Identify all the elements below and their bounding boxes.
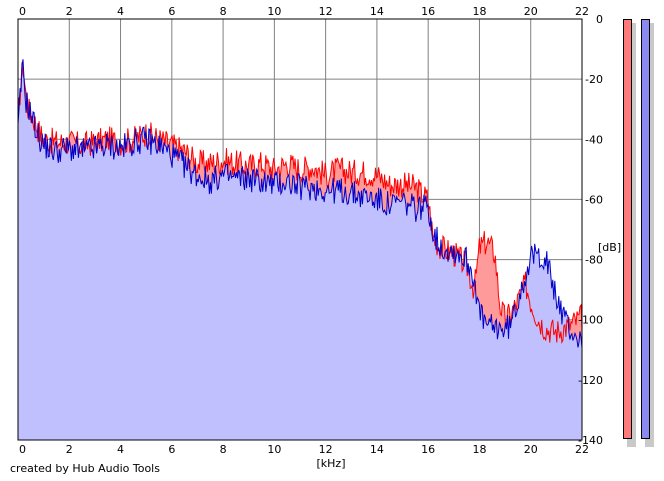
y-tick-label: -80 — [585, 254, 603, 267]
y-tick-label: -100 — [578, 314, 603, 327]
left-level-meter — [623, 19, 632, 439]
credit-text: created by Hub Audio Tools — [10, 462, 160, 475]
x-tick-label-top: 10 — [267, 5, 281, 18]
x-tick-label-bottom: 14 — [370, 443, 384, 456]
y-tick-label: -40 — [585, 133, 603, 146]
x-tick-label-top: 14 — [370, 5, 384, 18]
y-axis-label: [dB] — [598, 241, 621, 254]
x-tick-label-top: 20 — [524, 5, 538, 18]
right-channel-fill — [18, 59, 582, 441]
x-tick-label-top: 0 — [19, 5, 26, 18]
x-tick-label-bottom: 12 — [319, 443, 333, 456]
y-tick-label: -20 — [585, 73, 603, 86]
x-tick-label-top: 4 — [117, 5, 124, 18]
right-channel-line — [17, 59, 583, 348]
x-tick-label-bottom: 4 — [117, 443, 124, 456]
right-level-meter — [641, 19, 650, 439]
chart-fills — [18, 59, 582, 441]
chart-lines — [17, 59, 583, 348]
tick-labels: 002244668810101212141416161818202022220-… — [19, 5, 603, 456]
x-tick-label-top: 2 — [66, 5, 73, 18]
x-tick-label-bottom: 10 — [267, 443, 281, 456]
x-tick-label-top: 8 — [220, 5, 227, 18]
plot-border — [17, 18, 583, 441]
x-tick-label-bottom: 20 — [524, 443, 538, 456]
y-tick-label: 0 — [596, 13, 603, 26]
x-tick-label-bottom: 8 — [220, 443, 227, 456]
x-tick-label-top: 22 — [575, 5, 589, 18]
x-tick-label-bottom: 18 — [472, 443, 486, 456]
x-tick-label-bottom: 0 — [19, 443, 26, 456]
x-tick-label-top: 12 — [319, 5, 333, 18]
x-tick-label-bottom: 22 — [575, 443, 589, 456]
x-tick-label-top: 6 — [168, 5, 175, 18]
x-tick-label-bottom: 16 — [421, 443, 435, 456]
x-axis-label: [kHz] — [317, 457, 346, 470]
x-tick-label-bottom: 6 — [168, 443, 175, 456]
y-tick-label: -140 — [578, 434, 603, 447]
x-tick-label-top: 18 — [472, 5, 486, 18]
x-tick-label-bottom: 2 — [66, 443, 73, 456]
y-tick-label: -60 — [585, 193, 603, 206]
x-tick-label-top: 16 — [421, 5, 435, 18]
y-tick-label: -120 — [578, 374, 603, 387]
